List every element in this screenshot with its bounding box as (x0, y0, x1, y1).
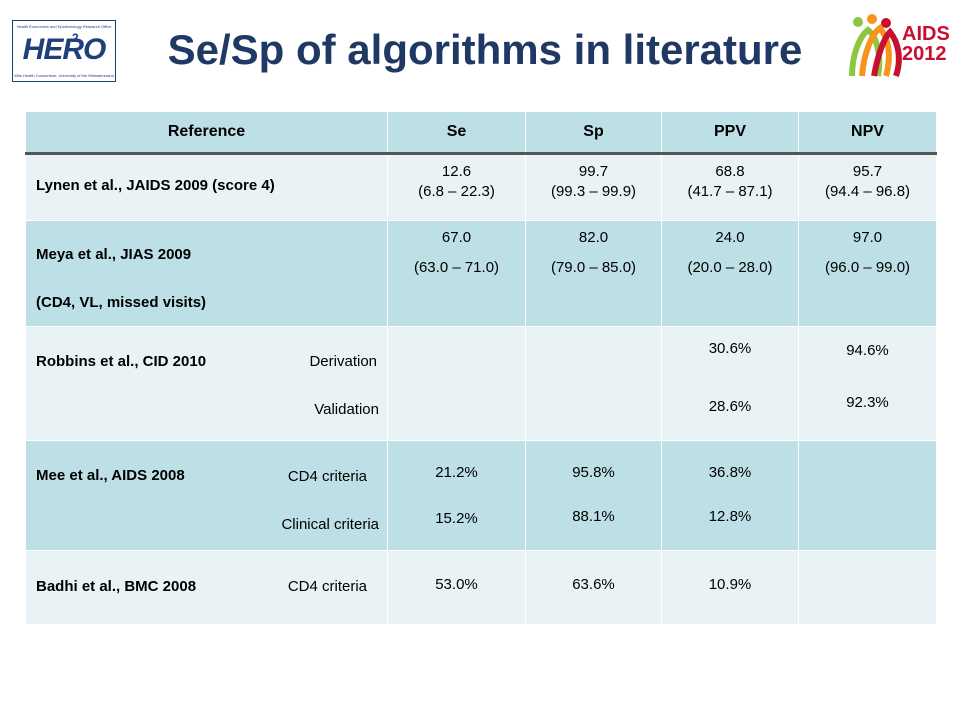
ref-cell: Badhi et al., BMC 2008 CD4 criteria (25, 550, 388, 625)
ref-cell: Robbins et al., CID 2010 Derivation Vali… (25, 326, 388, 441)
ref-cell: Mee et al., AIDS 2008 CD4 criteria Clini… (25, 440, 388, 551)
ref-cell: Lynen et al., JAIDS 2009 (score 4) (25, 153, 388, 221)
hero-wordmark: HERO (22, 33, 107, 66)
sp-cell: 82.0 (79.0 – 85.0) (525, 220, 662, 327)
ref-name: Mee et al., AIDS 2008 (36, 467, 185, 484)
header-reference: Reference (25, 111, 388, 155)
ref-subgroup: Derivation (309, 353, 377, 370)
npv-cell: 94.6% 92.3% (798, 326, 937, 441)
ref-name: Badhi et al., BMC 2008 (36, 578, 197, 595)
ref-subgroup: CD4 criteria (287, 578, 367, 595)
npv-cell (798, 550, 937, 625)
ppv-cell: 36.8% 12.8% (661, 440, 799, 551)
sp-cell (525, 326, 662, 441)
table-row: Robbins et al., CID 2010 Derivation Vali… (25, 326, 937, 441)
table-row: Lynen et al., JAIDS 2009 (score 4) 12.6 … (25, 153, 937, 221)
table-row: Meya et al., JIAS 2009 (CD4, VL, missed … (25, 220, 937, 327)
se-cell (387, 326, 526, 441)
ref-subgroup: Clinical criteria (281, 516, 379, 533)
ref-cell: Meya et al., JIAS 2009 (CD4, VL, missed … (25, 220, 388, 327)
npv-cell (798, 440, 937, 551)
se-cell: 53.0% (387, 550, 526, 625)
se-cell: 12.6 (6.8 – 22.3) (387, 153, 526, 221)
table-header-row: Reference Se Sp PPV NPV (25, 111, 937, 155)
aids-2012-logo: AIDS 2012 (846, 14, 954, 80)
hero-superscript: 2 (72, 31, 79, 45)
sp-cell: 99.7 (99.3 – 99.9) (525, 153, 662, 221)
ribbon-figures-icon (849, 14, 902, 77)
table-row: Mee et al., AIDS 2008 CD4 criteria Clini… (25, 440, 937, 551)
ppv-cell: 10.9% (661, 550, 799, 625)
header-ppv: PPV (661, 111, 799, 155)
aids-logo-text: AIDS 2012 (902, 23, 950, 65)
header-npv: NPV (798, 111, 937, 155)
npv-cell: 97.0 (96.0 – 99.0) (798, 220, 937, 327)
ref-name-detail: (CD4, VL, missed visits) (36, 294, 207, 311)
ref-name: Lynen et al., JAIDS 2009 (score 4) (36, 177, 275, 194)
hero-tagline-top: Health Economics and Epidemiology Resear… (16, 24, 112, 29)
sp-cell: 63.6% (525, 550, 662, 625)
ppv-cell: 30.6% 28.6% (661, 326, 799, 441)
table-row: Badhi et al., BMC 2008 CD4 criteria 53.0… (25, 550, 937, 625)
npv-cell: 95.7 (94.4 – 96.8) (798, 153, 937, 221)
hero-logo: Health Economics and Epidemiology Resear… (12, 20, 116, 82)
header-sp: Sp (525, 111, 662, 155)
ref-subgroup: CD4 criteria (287, 468, 367, 485)
ppv-cell: 68.8 (41.7 – 87.1) (661, 153, 799, 221)
ref-subgroup: Validation (314, 401, 379, 418)
se-cell: 21.2% 15.2% (387, 440, 526, 551)
algorithm-table: Reference Se Sp PPV NPV Lynen et al., JA… (25, 111, 937, 625)
hero-tagline-bottom: Wits Health Consortium, University of th… (14, 73, 114, 78)
slide-title: Se/Sp of algorithms in literature (167, 26, 803, 73)
ref-name: Robbins et al., CID 2010 (36, 353, 207, 370)
ppv-cell: 24.0 (20.0 – 28.0) (661, 220, 799, 327)
ref-name: Meya et al., JIAS 2009 (36, 246, 192, 263)
sp-cell: 95.8% 88.1% (525, 440, 662, 551)
se-cell: 67.0 (63.0 – 71.0) (387, 220, 526, 327)
header-se: Se (387, 111, 526, 155)
